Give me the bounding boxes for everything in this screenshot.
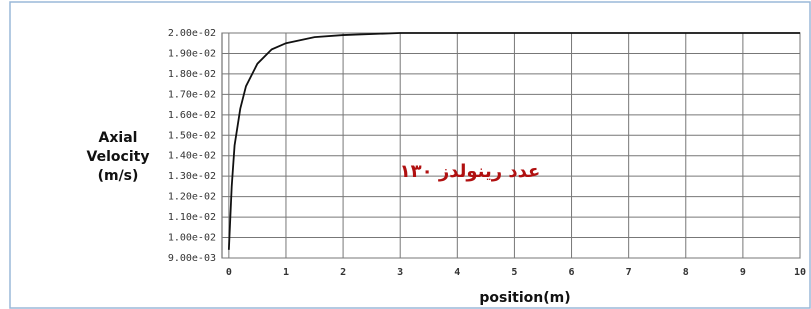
x-axis-label: position(m) bbox=[479, 290, 570, 306]
y-axis-label: (m/s) bbox=[98, 168, 139, 184]
y-tick-label: 1.30e-02 bbox=[168, 171, 216, 182]
x-tick-label: 7 bbox=[626, 267, 632, 278]
y-axis-label: Velocity bbox=[87, 149, 150, 165]
x-tick-label: 6 bbox=[569, 267, 575, 278]
x-tick-label: 5 bbox=[511, 267, 517, 278]
y-tick-label: 1.10e-02 bbox=[168, 212, 216, 223]
y-tick-label: 2.00e-02 bbox=[168, 28, 216, 39]
y-tick-label: 1.70e-02 bbox=[168, 89, 216, 100]
y-tick-label: 1.60e-02 bbox=[168, 110, 216, 121]
x-tick-label: 2 bbox=[340, 267, 346, 278]
y-tick-label: 1.50e-02 bbox=[168, 130, 216, 141]
y-tick-label: 1.40e-02 bbox=[168, 151, 216, 162]
y-axis-label: Axial bbox=[99, 130, 138, 146]
x-tick-label: 1 bbox=[283, 267, 289, 278]
x-tick-label: 8 bbox=[683, 267, 689, 278]
y-tick-label: 1.00e-02 bbox=[168, 233, 216, 244]
plot-area bbox=[222, 33, 800, 258]
y-tick-label: 1.20e-02 bbox=[168, 192, 216, 203]
x-tick-label: 10 bbox=[794, 267, 806, 278]
y-tick-label: 1.80e-02 bbox=[168, 69, 216, 80]
x-tick-label: 0 bbox=[226, 267, 232, 278]
x-tick-label: 9 bbox=[740, 267, 746, 278]
annotation: عدد رينولدز ١٣٠ bbox=[400, 161, 541, 182]
x-tick-label: 4 bbox=[454, 267, 460, 278]
x-tick-label: 3 bbox=[397, 267, 403, 278]
y-tick-label: 9.00e-03 bbox=[168, 253, 216, 264]
chart: Axial Velocity (m/s) position(m) 9.00e-0… bbox=[0, 0, 811, 309]
y-tick-label: 1.90e-02 bbox=[168, 48, 216, 59]
